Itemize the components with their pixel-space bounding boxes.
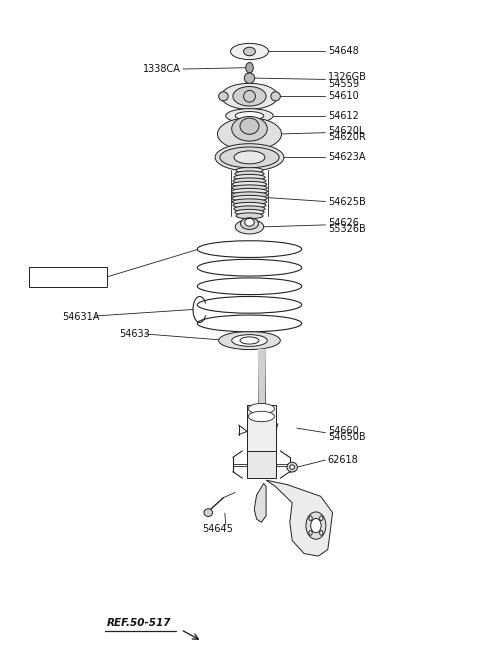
Ellipse shape bbox=[309, 516, 312, 521]
Ellipse shape bbox=[233, 86, 266, 106]
Ellipse shape bbox=[232, 195, 267, 201]
Ellipse shape bbox=[232, 335, 267, 346]
Ellipse shape bbox=[306, 512, 326, 539]
Ellipse shape bbox=[197, 278, 301, 295]
Ellipse shape bbox=[290, 465, 295, 470]
Text: 54610: 54610 bbox=[328, 91, 359, 102]
Bar bbox=[247, 405, 276, 451]
Ellipse shape bbox=[231, 189, 267, 195]
Ellipse shape bbox=[234, 206, 265, 212]
Text: 54626: 54626 bbox=[328, 218, 359, 228]
Ellipse shape bbox=[219, 331, 280, 350]
Text: 1338CA: 1338CA bbox=[143, 64, 180, 74]
Ellipse shape bbox=[197, 315, 301, 332]
Ellipse shape bbox=[320, 531, 323, 535]
Ellipse shape bbox=[226, 109, 273, 123]
Ellipse shape bbox=[197, 297, 301, 313]
Bar bbox=[29, 267, 107, 287]
Ellipse shape bbox=[248, 411, 275, 422]
Text: 54620R: 54620R bbox=[328, 132, 366, 142]
Text: 54623A: 54623A bbox=[328, 153, 365, 162]
Text: REF.50-517: REF.50-517 bbox=[107, 618, 172, 628]
Ellipse shape bbox=[243, 47, 255, 56]
Text: 54633: 54633 bbox=[119, 329, 150, 339]
Ellipse shape bbox=[232, 199, 267, 205]
Text: 54648: 54648 bbox=[328, 47, 359, 56]
Ellipse shape bbox=[233, 202, 266, 208]
Text: 55326B: 55326B bbox=[328, 225, 366, 234]
Ellipse shape bbox=[235, 111, 264, 120]
Polygon shape bbox=[266, 480, 333, 556]
Text: 54645: 54645 bbox=[202, 524, 233, 534]
Text: 54660: 54660 bbox=[328, 426, 359, 436]
Ellipse shape bbox=[221, 83, 278, 109]
Ellipse shape bbox=[231, 192, 267, 198]
Ellipse shape bbox=[245, 218, 254, 226]
Ellipse shape bbox=[271, 92, 280, 101]
Ellipse shape bbox=[197, 241, 301, 257]
Ellipse shape bbox=[235, 219, 264, 234]
Text: 1326GB: 1326GB bbox=[328, 73, 367, 83]
Text: 54631A: 54631A bbox=[62, 312, 99, 322]
Ellipse shape bbox=[248, 403, 275, 414]
Ellipse shape bbox=[244, 73, 255, 83]
Ellipse shape bbox=[309, 531, 312, 535]
Ellipse shape bbox=[232, 181, 267, 187]
Polygon shape bbox=[254, 483, 266, 522]
Ellipse shape bbox=[236, 213, 263, 219]
Text: 54650B: 54650B bbox=[328, 432, 365, 442]
Ellipse shape bbox=[235, 171, 264, 177]
Ellipse shape bbox=[234, 151, 265, 164]
Text: 54559: 54559 bbox=[328, 79, 359, 89]
Ellipse shape bbox=[236, 168, 263, 174]
Ellipse shape bbox=[243, 90, 255, 102]
Ellipse shape bbox=[320, 516, 323, 521]
Ellipse shape bbox=[234, 174, 265, 180]
Ellipse shape bbox=[287, 462, 298, 472]
Ellipse shape bbox=[232, 185, 267, 191]
Text: 54620L: 54620L bbox=[328, 126, 364, 136]
Ellipse shape bbox=[242, 161, 257, 173]
Ellipse shape bbox=[220, 147, 279, 168]
Ellipse shape bbox=[217, 118, 281, 150]
Ellipse shape bbox=[235, 210, 264, 215]
Text: 62618: 62618 bbox=[328, 455, 359, 465]
Ellipse shape bbox=[230, 43, 268, 60]
Ellipse shape bbox=[215, 143, 284, 171]
Text: 54612: 54612 bbox=[328, 111, 359, 121]
Ellipse shape bbox=[197, 259, 301, 276]
Ellipse shape bbox=[240, 217, 259, 229]
Ellipse shape bbox=[240, 118, 259, 134]
Bar bbox=[247, 451, 276, 478]
Ellipse shape bbox=[219, 92, 228, 101]
Ellipse shape bbox=[232, 117, 267, 141]
Ellipse shape bbox=[233, 178, 266, 184]
Ellipse shape bbox=[240, 337, 259, 344]
Ellipse shape bbox=[246, 62, 253, 73]
Text: 54625B: 54625B bbox=[328, 196, 366, 206]
Ellipse shape bbox=[311, 519, 321, 533]
Ellipse shape bbox=[204, 509, 213, 517]
Text: 54630S: 54630S bbox=[49, 272, 86, 282]
